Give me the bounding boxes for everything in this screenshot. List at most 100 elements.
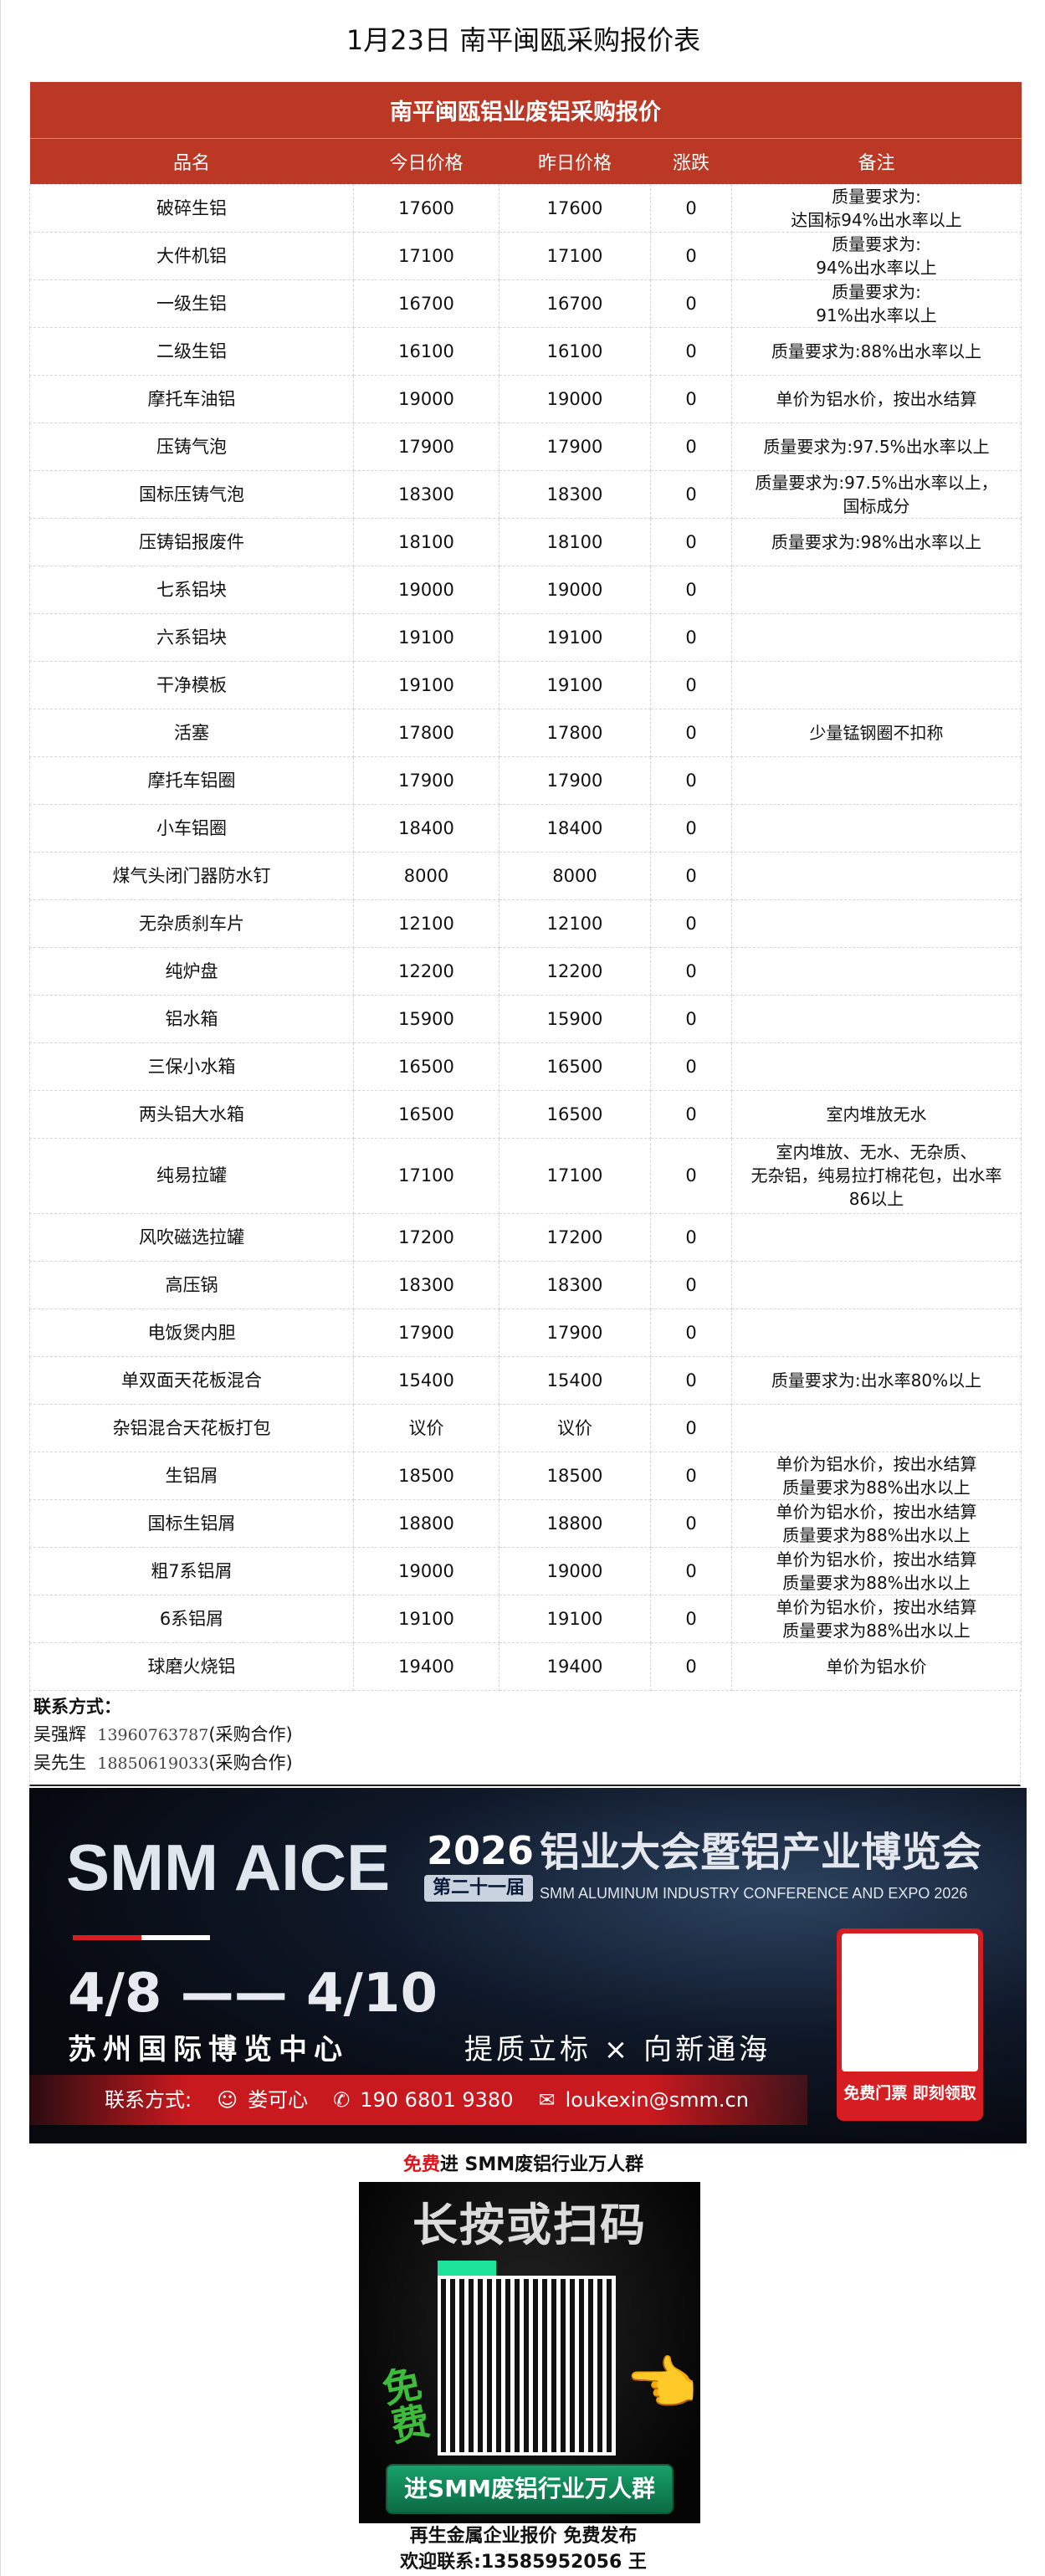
today-price: 19400 (353, 1641, 499, 1691)
today-price: 17100 (353, 1137, 499, 1214)
today-price: 18800 (353, 1498, 499, 1548)
yesterday-price: 16500 (499, 1042, 651, 1091)
remark (730, 803, 1022, 853)
price-change: 0 (650, 1641, 732, 1691)
price-change: 0 (650, 183, 732, 233)
remark: 质量要求为:97.5%出水率以上， 国标成分 (730, 469, 1022, 519)
table-row: 生铝屑 18500 18500 0 单价为铝水价，按出水结算 质量要求为88%出水以上 (29, 1451, 1022, 1500)
user-icon: ☺ (217, 2088, 238, 2112)
yesterday-price: 19000 (499, 374, 651, 423)
table-row: 三保小水箱 16500 16500 0 (29, 1042, 1022, 1091)
banner-slogan: 提质立标 × 向新通海 (464, 2033, 771, 2066)
item-name: 一级生铝 (29, 279, 354, 328)
today-price: 17100 (353, 231, 499, 280)
table-row: 摩托车油铝 19000 19000 0 单价为铝水价，按出水结算 (29, 374, 1022, 423)
contact-name: 娄可心 (248, 2088, 309, 2112)
contact-phone[interactable]: 18850619033 (97, 1754, 209, 1773)
price-change: 0 (650, 374, 732, 423)
yesterday-price: 19000 (499, 565, 651, 614)
table-row: 破碎生铝 17600 17600 0 质量要求为: 达国标94%出水率以上 (29, 183, 1022, 233)
today-price: 19000 (353, 374, 499, 423)
item-name: 两头铝大水箱 (29, 1089, 354, 1139)
item-name: 风吹磁选拉罐 (29, 1212, 354, 1262)
price-change: 0 (650, 1355, 732, 1405)
price-table: 南平闽瓯铝业废铝采购报价 品名 今日价格 昨日价格 涨跌 备注 破碎生铝 17600 176… (29, 82, 1022, 1691)
remark: 质量要求为: 达国标94%出水率以上 (730, 183, 1022, 233)
item-name: 煤气头闭门器防水钉 (29, 851, 354, 900)
poster-headline: 长按或扫码 (412, 2199, 647, 2251)
contact-name: 吴强辉 (33, 1724, 86, 1744)
yesterday-price: 17100 (499, 231, 651, 280)
item-name: 高压锅 (29, 1260, 354, 1309)
group-qr-poster[interactable]: 长按或扫码 免费 👈 进SMM废铝行业万人群 (359, 2182, 700, 2523)
remark: 单价为铝水价，按出水结算 质量要求为88%出水以上 (730, 1594, 1022, 1643)
remark (730, 1308, 1022, 1357)
conference-banner[interactable]: SMM AICE 2026 第二十一届 铝业大会暨铝产业博览会 SMM ALUM… (29, 1788, 1027, 2143)
today-price: 12100 (353, 899, 499, 948)
today-price: 18500 (353, 1451, 499, 1500)
join-group-button[interactable]: 进SMM废铝行业万人群 (386, 2464, 674, 2514)
today-price: 15400 (353, 1355, 499, 1405)
price-change: 0 (650, 469, 732, 519)
remark (730, 1403, 1022, 1452)
price-change: 0 (650, 1403, 732, 1452)
remark (730, 565, 1022, 614)
price-change: 0 (650, 517, 732, 566)
table-row: 压铸铝报废件 18100 18100 0 质量要求为:98%出水率以上 (29, 517, 1022, 566)
today-price: 17800 (353, 708, 499, 757)
free-label: 免费 (402, 2154, 440, 2175)
yesterday-price: 18800 (499, 1498, 651, 1548)
item-name: 球磨火烧铝 (29, 1641, 354, 1691)
today-price: 19000 (353, 1546, 499, 1595)
mail-icon: ✉ (538, 2088, 556, 2112)
item-name: 摩托车油铝 (29, 374, 354, 423)
qr-code-icon (842, 1933, 978, 2072)
remark (730, 755, 1022, 805)
today-price: 16100 (353, 326, 499, 376)
remark: 单价为铝水价，按出水结算 质量要求为88%出水以上 (730, 1498, 1022, 1548)
contact-person: 吴强辉 13960763787(采购合作) (33, 1721, 1017, 1749)
price-change: 0 (650, 565, 732, 614)
qr-code-icon (438, 2276, 616, 2456)
yesterday-price: 18500 (499, 1451, 651, 1500)
item-name: 压铸铝报废件 (29, 517, 354, 566)
banner-edition: 第二十一届 (424, 1875, 534, 1902)
today-price: 18400 (353, 803, 499, 853)
item-name: 6系铝屑 (29, 1594, 354, 1643)
price-change: 0 (650, 1498, 732, 1548)
yesterday-price: 17200 (499, 1212, 651, 1262)
page-title: 1月23日 南平闽瓯采购报价表 (346, 24, 701, 56)
footer-contact: 欢迎联系:13585952056 王 (400, 2552, 647, 2573)
contact-name: 吴先生 (33, 1753, 86, 1773)
table-row: 高压锅 18300 18300 0 (29, 1260, 1022, 1309)
yesterday-price: 18100 (499, 517, 651, 566)
pointing-hand-icon: 👈 (625, 2349, 699, 2418)
today-price: 18300 (353, 469, 499, 519)
item-name: 压铸气泡 (29, 422, 354, 471)
item-name: 六系铝块 (29, 612, 354, 662)
table-row: 无杂质刹车片 12100 12100 0 (29, 899, 1022, 948)
ticket-qr[interactable]: 免费门票 即刻领取 (837, 1928, 983, 2121)
price-change: 0 (650, 660, 732, 709)
group-invite: 免费进 SMM废铝行业万人群 (1, 2153, 1045, 2177)
price-change: 0 (650, 851, 732, 900)
banner-title: 铝业大会暨铝产业博览会 (540, 1829, 982, 1876)
contact-phone[interactable]: 13960763787 (97, 1726, 209, 1744)
today-price: 19100 (353, 612, 499, 662)
remark (730, 899, 1022, 948)
divider (73, 1935, 210, 1940)
today-price: 议价 (353, 1403, 499, 1452)
contact-note: (采购合作) (208, 1724, 293, 1744)
table-row: 铝水箱 15900 15900 0 (29, 994, 1022, 1043)
table-row: 国标生铝屑 18800 18800 0 单价为铝水价，按出水结算 质量要求为88%出水以… (29, 1498, 1022, 1548)
today-price: 17600 (353, 183, 499, 233)
column-header: 今日价格 (353, 138, 499, 184)
remark: 质量要求为: 94%出水率以上 (730, 231, 1022, 280)
yesterday-price: 19000 (499, 1546, 651, 1595)
item-name: 摩托车铝圈 (29, 755, 354, 805)
table-row: 摩托车铝圈 17900 17900 0 (29, 755, 1022, 805)
yesterday-price: 18400 (499, 803, 651, 853)
remark (730, 1042, 1022, 1091)
item-name: 纯易拉罐 (29, 1137, 354, 1214)
contact-section: 联系方式： 吴强辉 13960763787(采购合作) 吴先生 18850619… (29, 1690, 1021, 1786)
